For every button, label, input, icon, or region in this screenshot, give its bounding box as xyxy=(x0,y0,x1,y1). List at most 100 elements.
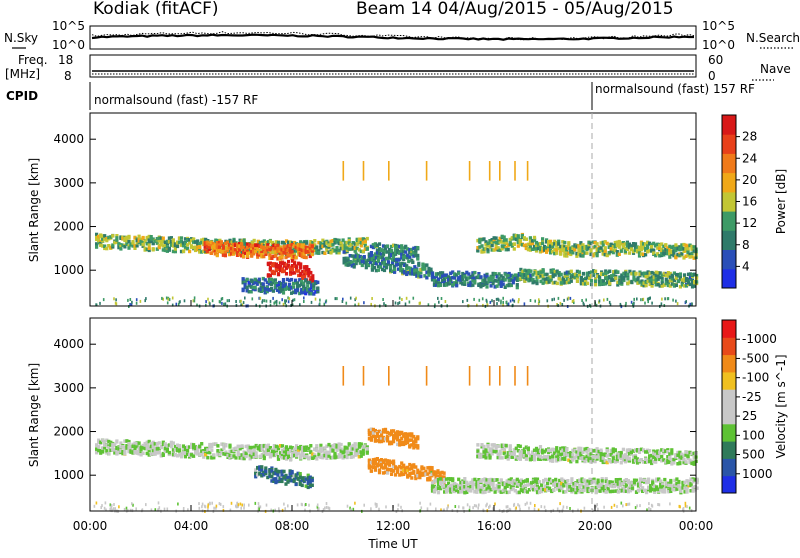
ground-scatter-cell xyxy=(397,302,399,305)
ground-scatter-cell xyxy=(636,298,638,301)
ground-scatter-cell xyxy=(172,297,174,300)
ground-scatter-cell xyxy=(178,303,180,306)
ground-scatter-cell xyxy=(560,302,562,305)
ground-scatter-cell xyxy=(473,298,475,301)
ytick-label: 2000 xyxy=(53,220,84,234)
ytick-label: 3000 xyxy=(53,176,84,190)
range-streak xyxy=(489,161,491,181)
colorbar-tick-label: 28 xyxy=(742,130,757,144)
range-cell xyxy=(594,280,597,284)
ground-scatter-cell xyxy=(303,297,305,300)
range-cell xyxy=(646,246,649,250)
nsearch-bottom-tick: 10^0 xyxy=(702,38,735,52)
range-cell xyxy=(377,268,380,272)
range-cell xyxy=(416,257,419,261)
range-cell xyxy=(292,285,295,289)
cpid-strip: CPID normalsound (fast) -157 RF normalso… xyxy=(6,82,755,110)
ground-scatter-cell xyxy=(583,302,585,305)
ground-scatter-cell xyxy=(625,302,627,305)
ground-scatter-cell xyxy=(512,298,514,301)
ground-scatter-cell xyxy=(335,297,337,300)
range-cell xyxy=(343,250,346,254)
ground-scatter-cell xyxy=(319,299,321,302)
range-cell xyxy=(206,456,209,460)
ytick-label: 4000 xyxy=(53,132,84,146)
ground-scatter-cell xyxy=(401,298,403,301)
colorbar-label: Power [dB] xyxy=(774,169,788,234)
ground-scatter-cell xyxy=(445,300,447,303)
range-cell xyxy=(374,468,377,472)
ground-scatter-cell xyxy=(691,302,693,305)
range-cell xyxy=(315,245,318,249)
range-cell xyxy=(551,455,554,459)
range-cell xyxy=(198,246,201,250)
range-cell xyxy=(660,455,663,459)
range-cell xyxy=(422,467,425,471)
range-cell xyxy=(384,428,387,432)
range-streak xyxy=(426,161,428,181)
range-cell xyxy=(695,276,698,280)
ground-scatter-cell xyxy=(640,298,642,301)
ytick-label: 1000 xyxy=(53,263,84,277)
range-cell xyxy=(392,462,395,466)
range-cell xyxy=(502,282,505,286)
range-cell xyxy=(218,245,221,249)
ground-scatter-cell xyxy=(553,298,555,301)
range-cell xyxy=(556,282,559,286)
range-cell xyxy=(686,455,689,459)
colorbar-swatch xyxy=(722,115,736,135)
ground-scatter-cell xyxy=(244,297,246,300)
range-cell xyxy=(274,278,277,282)
range-cell xyxy=(311,484,314,488)
range-cell xyxy=(276,473,279,477)
range-cell xyxy=(596,254,599,257)
range-cell xyxy=(306,284,309,288)
range-cell xyxy=(416,435,419,439)
range-cell xyxy=(95,245,98,249)
ground-scatter-cell xyxy=(240,300,242,303)
ground-scatter-cell xyxy=(355,297,357,300)
ground-scatter-cell xyxy=(130,298,132,301)
range-cell xyxy=(695,280,698,284)
nave-label: Nave xyxy=(760,62,791,76)
ground-scatter-cell xyxy=(482,297,484,300)
range-cell xyxy=(451,479,454,483)
range-cell xyxy=(551,458,554,462)
ground-scatter-cell xyxy=(262,299,264,302)
ground-scatter-cell xyxy=(514,300,516,303)
range-cell xyxy=(127,236,130,240)
range-cell xyxy=(529,269,532,273)
range-cell xyxy=(484,448,487,452)
range-streak xyxy=(499,161,501,181)
range-cell xyxy=(172,441,175,445)
range-cell xyxy=(390,473,393,477)
range-cell xyxy=(513,242,516,246)
range-cell xyxy=(386,244,389,248)
ground-scatter-cell xyxy=(284,299,286,302)
range-cell xyxy=(291,250,294,254)
range-cell xyxy=(616,270,619,274)
range-cell xyxy=(264,466,267,470)
colorbar-tick-label: 8 xyxy=(742,238,750,252)
range-cell xyxy=(596,242,599,246)
ground-scatter-cell xyxy=(496,298,498,301)
range-cell xyxy=(148,243,151,247)
ground-scatter-cell xyxy=(225,302,227,305)
range-cell xyxy=(264,470,267,474)
range-cell xyxy=(672,461,675,465)
ground-scatter-cell xyxy=(179,300,181,303)
range-cell xyxy=(626,273,629,277)
range-cell xyxy=(290,278,293,282)
range-cell xyxy=(463,477,466,481)
ground-scatter-cell xyxy=(500,300,502,303)
range-cell xyxy=(317,251,320,255)
range-cell xyxy=(471,487,474,491)
range-cell xyxy=(606,449,609,453)
ground-scatter-cell xyxy=(568,297,570,300)
range-cell xyxy=(295,483,298,487)
range-cell xyxy=(393,268,396,272)
colorbar-tick-label: 4 xyxy=(742,259,750,273)
